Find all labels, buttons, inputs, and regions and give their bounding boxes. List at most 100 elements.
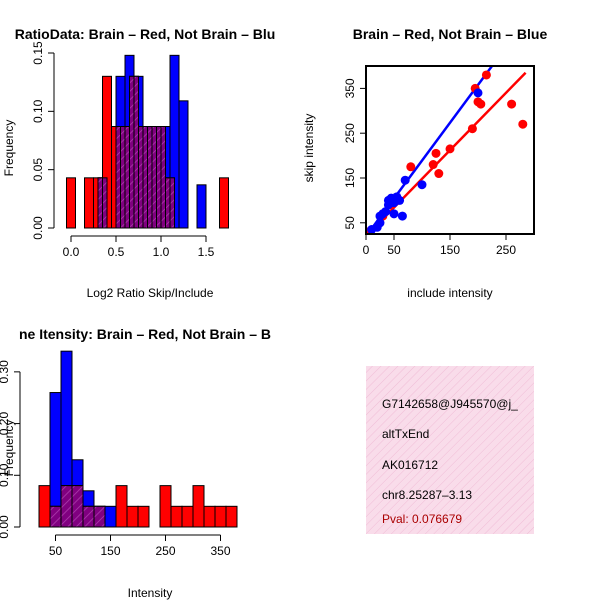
x-tick-label: 50 (49, 544, 63, 558)
histogram-bar-not-brain (104, 505, 117, 528)
scatter-xlabel: include intensity (407, 286, 492, 300)
ratio-histogram-title: RatioData: Brain – Red, Not Brain – Blu (15, 26, 276, 42)
intensity-histogram-axes: 50 150 250 350 0.00 0.10 0.20 0.30 (0, 360, 231, 558)
histogram-bar-overlap (82, 505, 95, 528)
scatter-point-not-brain (381, 207, 391, 217)
histogram-bar-brain (84, 177, 94, 229)
scatter-panel: Brain – Red, Not Brain – Blue 0 50 150 250 5… (302, 26, 547, 300)
histogram-bar-brain (181, 505, 194, 528)
histogram-bar-overlap (93, 505, 106, 528)
histogram-bar-brain (214, 505, 227, 528)
info-line-event-type: altTxEnd (382, 427, 429, 441)
histogram-bar-overlap (115, 126, 121, 229)
histogram-bar-overlap (120, 126, 126, 229)
y-tick-label: 0.20 (0, 412, 11, 436)
x-tick-label: 250 (155, 544, 175, 558)
ratio-histogram-ylabel: Frequency (2, 120, 16, 177)
histogram-bar-overlap (138, 126, 144, 229)
histogram-bar-brain (66, 177, 76, 229)
scatter-marks (366, 66, 528, 234)
histogram-bar-overlap (102, 177, 108, 229)
x-tick-label: 250 (496, 243, 516, 257)
histogram-bar-overlap (142, 126, 148, 229)
intensity-histogram-panel: ne Itensity: Brain – Red, Not Brain – B … (0, 326, 271, 600)
ratio-histogram-panel: RatioData: Brain – Red, Not Brain – Blu … (2, 26, 275, 300)
histogram-bar-overlap (133, 75, 139, 229)
ratio-histogram-axes: 0.0 0.5 1.0 1.5 0.00 0.05 0.10 0.15 (31, 41, 215, 259)
histogram-bar-overlap (124, 126, 130, 229)
y-tick-label: 0.15 (31, 41, 45, 65)
scatter-point-brain (445, 144, 455, 154)
scatter-point-not-brain (473, 88, 483, 98)
scatter-point-brain (518, 119, 528, 129)
scatter-point-not-brain (397, 211, 407, 221)
histogram-bar-overlap (49, 505, 62, 528)
intensity-histogram-ylabel: Frequency (2, 420, 16, 477)
x-tick-label: 1.0 (153, 245, 170, 259)
info-pval: Pval: 0.076679 (382, 512, 462, 526)
scatter-point-brain (406, 162, 416, 172)
x-tick-label: 50 (387, 243, 401, 257)
histogram-bar-overlap (97, 177, 103, 229)
ratio-histogram-bars (66, 54, 229, 229)
scatter-ylabel: skip intensity (302, 114, 316, 183)
y-tick-label: 250 (343, 123, 357, 143)
info-panel: G7142658@J945570@j_ altTxEnd AK016712 ch… (366, 366, 534, 534)
scatter-plot-area (366, 66, 528, 234)
info-line-accession: AK016712 (382, 458, 438, 472)
y-tick-label: 50 (343, 216, 357, 230)
histogram-bar-overlap (165, 177, 171, 229)
histogram-bar-overlap (147, 126, 153, 229)
scatter-point-not-brain (395, 195, 405, 205)
scatter-point-brain (467, 124, 477, 134)
histogram-bar-not-brain (178, 100, 189, 229)
histogram-bar-overlap (71, 485, 84, 528)
histogram-bar-overlap (160, 126, 166, 229)
histogram-bar-brain (126, 505, 139, 528)
scatter-point-brain (476, 99, 486, 109)
scatter-point-brain (481, 70, 491, 80)
y-tick-label: 0.00 (0, 515, 11, 539)
x-tick-label: 0.0 (63, 245, 80, 259)
x-tick-label: 0.5 (108, 245, 125, 259)
histogram-bar-brain (219, 177, 229, 229)
histogram-bar-brain (115, 485, 128, 528)
histogram-bar-overlap (129, 75, 135, 229)
histogram-bar-brain (203, 505, 216, 528)
scatter-point-not-brain (417, 180, 427, 190)
x-tick-label: 150 (440, 243, 460, 257)
info-panel-background (366, 366, 534, 534)
scatter-point-brain (507, 99, 517, 109)
histogram-bar-brain (170, 505, 183, 528)
y-tick-label: 0.10 (0, 463, 11, 487)
info-line-location: chr8.25287–3.13 (382, 488, 472, 502)
scatter-point-brain (434, 169, 444, 179)
x-tick-label: 0 (363, 243, 370, 257)
scatter-point-brain (431, 148, 441, 158)
x-tick-label: 350 (210, 544, 230, 558)
scatter-point-brain (428, 160, 438, 170)
intensity-histogram-xlabel: Intensity (128, 586, 173, 600)
x-tick-label: 150 (100, 544, 120, 558)
histogram-bar-brain (192, 485, 205, 528)
histogram-bar-overlap (151, 126, 157, 229)
y-tick-label: 0.30 (0, 360, 11, 384)
histogram-bar-brain (159, 485, 172, 528)
intensity-histogram-bars (38, 350, 238, 528)
y-tick-label: 150 (343, 168, 357, 188)
scatter-title: Brain – Red, Not Brain – Blue (353, 26, 548, 42)
histogram-bar-brain (38, 485, 51, 528)
histogram-bar-overlap (156, 126, 162, 229)
intensity-histogram-title: ne Itensity: Brain – Red, Not Brain – B (19, 326, 271, 342)
y-tick-label: 0.00 (31, 216, 45, 240)
scatter-point-not-brain (400, 175, 410, 185)
scatter-point-not-brain (389, 209, 399, 219)
scatter-point-not-brain (375, 218, 385, 228)
histogram-bar-overlap (169, 177, 175, 229)
histogram-bar-overlap (60, 485, 73, 528)
y-tick-label: 350 (343, 78, 357, 98)
ratio-histogram-xlabel: Log2 Ratio Skip/Include (87, 286, 214, 300)
y-tick-label: 0.05 (31, 158, 45, 182)
y-tick-label: 0.10 (31, 99, 45, 123)
